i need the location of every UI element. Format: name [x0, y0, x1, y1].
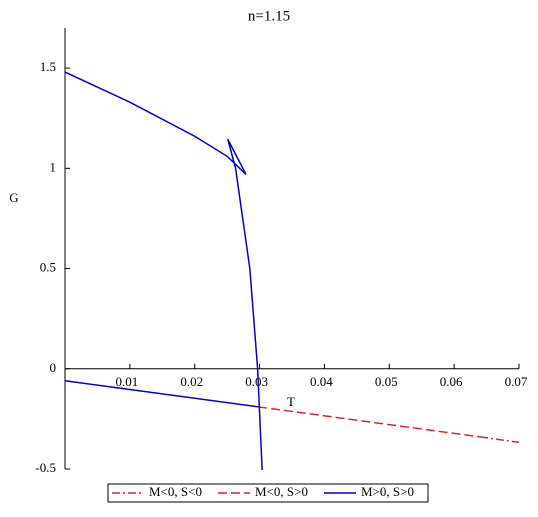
- x-tick-label: 0.03: [245, 374, 268, 389]
- x-tick-label: 0.01: [115, 374, 138, 389]
- series-line: [479, 436, 520, 444]
- y-tick-label: 1.5: [40, 59, 56, 74]
- y-axis-label: G: [9, 190, 18, 205]
- x-axis-label: T: [287, 394, 295, 409]
- series-line: [64, 71, 263, 471]
- y-tick-label: 0: [50, 360, 57, 375]
- x-tick-label: 0.07: [505, 374, 528, 389]
- y-tick-label: -0.5: [35, 460, 56, 475]
- x-tick-label: 0.06: [440, 374, 463, 389]
- y-tick-label: 1: [50, 159, 57, 174]
- legend-label: M<0, S>0: [255, 484, 308, 499]
- x-tick-label: 0.05: [375, 374, 398, 389]
- legend-box: [107, 483, 429, 503]
- x-tick-label: 0.04: [310, 374, 333, 389]
- x-tick-label: 0.02: [180, 374, 203, 389]
- chart-title: n=1.15: [248, 8, 290, 24]
- legend-label: M>0, S>0: [361, 484, 414, 499]
- legend-label: M<0, S<0: [149, 484, 202, 499]
- y-tick-label: 0.5: [40, 260, 56, 275]
- series-line: [258, 406, 481, 438]
